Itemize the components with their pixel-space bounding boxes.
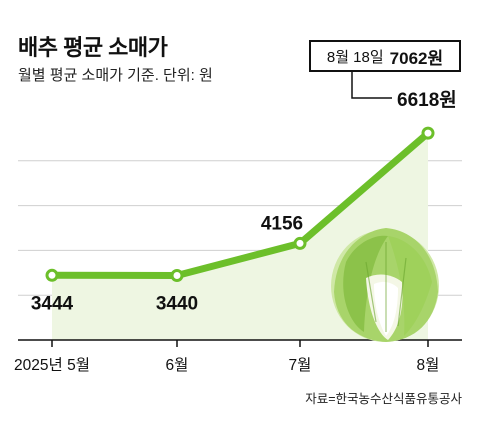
callout-box: 8월 18일 7062원 bbox=[309, 40, 461, 72]
x-axis: 2025년 5월 6월 7월 8월 bbox=[14, 339, 462, 374]
series-line bbox=[48, 129, 432, 279]
data-point bbox=[421, 126, 435, 140]
value-label: 3444 bbox=[31, 293, 74, 314]
chart-title: 배추 평균 소매가 bbox=[18, 35, 168, 60]
data-markers bbox=[45, 126, 435, 282]
callout-date: 8월 18일 bbox=[326, 48, 384, 66]
data-point bbox=[293, 236, 307, 250]
chart-subtitle: 월별 평균 소매가 기준. 단위: 원 bbox=[18, 67, 213, 84]
value-label: 6618원 bbox=[397, 89, 457, 111]
callout-value: 7062원 bbox=[389, 48, 444, 68]
data-point bbox=[45, 268, 59, 282]
callout-line bbox=[351, 72, 392, 99]
x-tick-label: 8월 bbox=[417, 356, 440, 374]
x-tick-label: 2025년 5월 bbox=[14, 356, 90, 374]
callout-connector bbox=[351, 72, 392, 99]
data-point bbox=[170, 268, 184, 282]
x-tick-label: 7월 bbox=[289, 356, 312, 374]
value-label: 4156 bbox=[261, 213, 303, 234]
value-label: 3440 bbox=[156, 293, 198, 314]
source-note: 자료=한국농수산식품유통공사 bbox=[305, 392, 462, 406]
x-tick-label: 6월 bbox=[166, 356, 189, 374]
value-labels: 3444 3440 4156 6618원 bbox=[31, 89, 457, 314]
